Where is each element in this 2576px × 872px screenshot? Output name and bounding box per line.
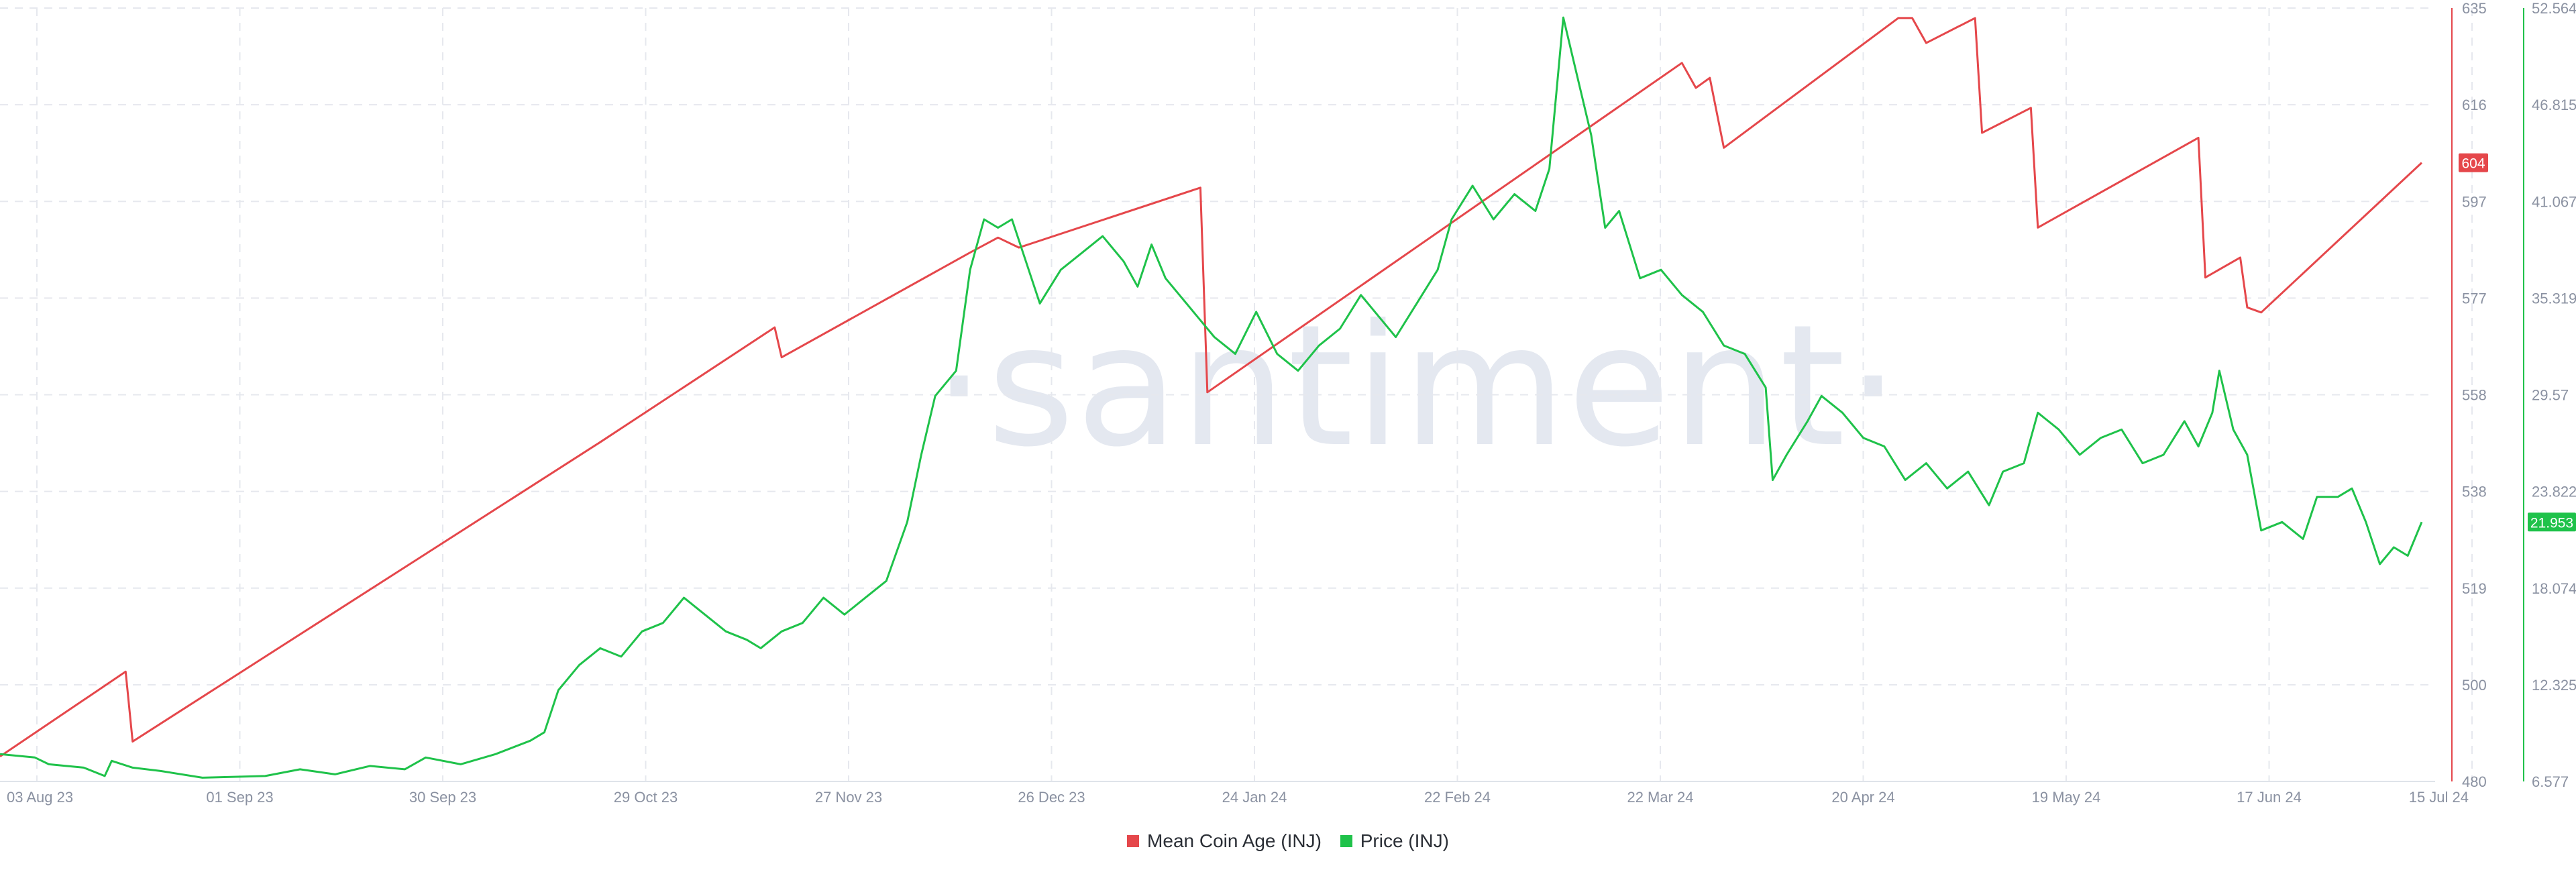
price-current-badge [2528, 512, 2576, 532]
price-tick-label: 41.067 [2532, 193, 2576, 210]
price-tick-label: 52.564 [2532, 0, 2576, 17]
price-tick-label: 6.577 [2532, 773, 2569, 790]
price-tick-label: 18.074 [2532, 580, 2576, 597]
coin-age-tick-label: 597 [2462, 193, 2487, 210]
coin-age-tick-label: 480 [2462, 773, 2487, 790]
x-tick-label: 17 Jun 24 [2237, 789, 2302, 806]
legend-item-coin-age[interactable]: Mean Coin Age (INJ) [1127, 830, 1322, 852]
x-tick-label: 26 Dec 23 [1018, 789, 1085, 806]
x-tick-label: 20 Apr 24 [1831, 789, 1894, 806]
price-current-value: 21.953 [2530, 515, 2573, 531]
price-tick-label: 29.57 [2532, 387, 2569, 404]
legend-label-price: Price (INJ) [1360, 830, 1449, 851]
x-tick-label: 03 Aug 23 [7, 789, 73, 806]
price-tick-label: 46.815 [2532, 97, 2576, 113]
x-tick-label: 24 Jan 24 [1222, 789, 1287, 806]
chart-legend: Mean Coin Age (INJ) Price (INJ) [0, 830, 2576, 852]
legend-item-price[interactable]: Price (INJ) [1340, 830, 1449, 852]
coin-age-series-line [0, 17, 2423, 758]
coin-age-tick-label: 577 [2462, 290, 2487, 307]
x-tick-label: 29 Oct 23 [614, 789, 678, 806]
x-tick-label: 22 Feb 24 [1424, 789, 1491, 806]
coin-age-tick-label: 519 [2462, 580, 2487, 597]
santiment-watermark: ·santiment· [932, 288, 1902, 484]
price-legend-swatch [1340, 835, 1352, 847]
price-tick-label: 12.325 [2532, 677, 2576, 694]
coin-age-current-badge [2459, 153, 2488, 172]
coin-age-tick-label: 616 [2462, 97, 2487, 113]
price-tick-label: 35.319 [2532, 290, 2576, 307]
x-tick-label: 27 Nov 23 [815, 789, 882, 806]
x-tick-label: 30 Sep 23 [409, 789, 476, 806]
coin-age-legend-swatch [1127, 835, 1140, 847]
x-tick-label: 15 Jul 24 [2409, 789, 2469, 806]
coin-age-current-value: 604 [2461, 156, 2485, 172]
price-series-line [0, 16, 2423, 779]
x-tick-label: 22 Mar 24 [1627, 789, 1693, 806]
x-tick-label: 19 May 24 [2032, 789, 2101, 806]
coin-age-tick-label: 538 [2462, 484, 2487, 500]
x-tick-label: 01 Sep 23 [206, 789, 273, 806]
coin-age-tick-label: 500 [2462, 677, 2487, 694]
legend-label-coin-age: Mean Coin Age (INJ) [1147, 830, 1322, 851]
price-tick-label: 23.822 [2532, 484, 2576, 500]
coin-age-tick-label: 635 [2462, 0, 2487, 17]
coin-age-tick-label: 558 [2462, 387, 2487, 404]
